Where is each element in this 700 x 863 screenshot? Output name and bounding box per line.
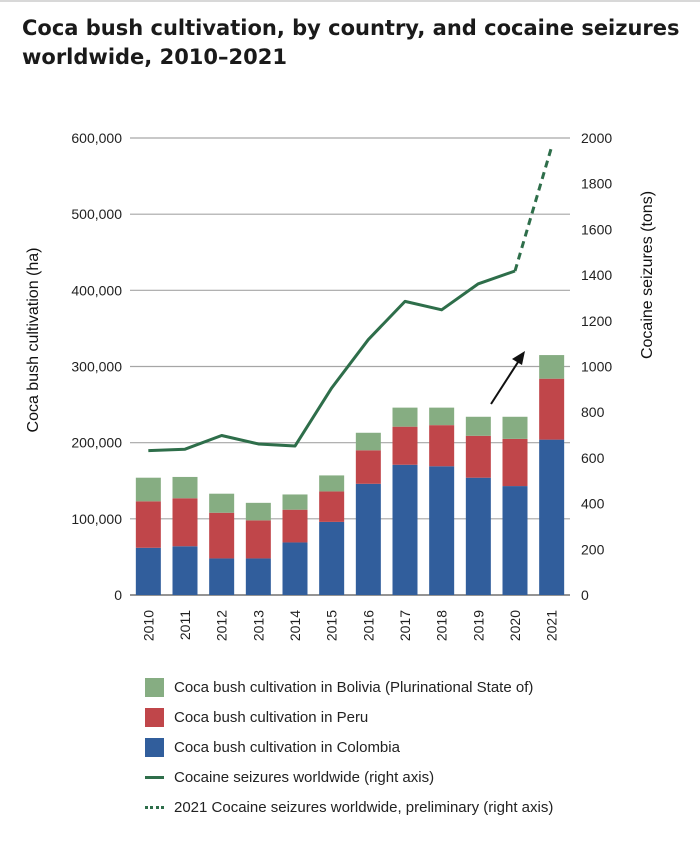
bar-bolivia xyxy=(245,502,271,521)
x-tick-label: 2015 xyxy=(324,610,340,641)
legend-label: 2021 Cocaine seizures worldwide, prelimi… xyxy=(174,798,554,816)
seizures-line xyxy=(148,269,516,453)
bar-peru xyxy=(502,438,528,487)
x-tick-label: 2010 xyxy=(140,610,156,641)
legend-label: Coca bush cultivation in Peru xyxy=(174,708,369,726)
bar-bolivia xyxy=(209,493,235,513)
bar-colombia xyxy=(465,477,491,595)
x-tick-label: 2019 xyxy=(470,610,486,641)
x-axis-ticks: 2010 2011 2012 2013 2014 2015 2016 2017 2018 2019… xyxy=(140,610,559,641)
left-tick-label: 500,000 xyxy=(71,206,122,222)
bar-colombia xyxy=(502,486,528,595)
x-tick-label: 2014 xyxy=(287,610,303,641)
bar-peru xyxy=(392,426,418,465)
bar-colombia xyxy=(429,466,455,595)
bar-bolivia xyxy=(135,477,161,502)
legend-line-swatch xyxy=(145,775,164,779)
left-axis-label: Coca bush cultivation (ha) xyxy=(25,248,42,433)
right-tick-label: 1400 xyxy=(581,267,612,283)
x-tick-label: 2016 xyxy=(360,610,376,641)
x-tick-label: 2021 xyxy=(544,610,560,641)
x-tick-label: 2020 xyxy=(507,610,523,641)
left-tick-label: 0 xyxy=(114,587,122,603)
bar-colombia xyxy=(245,558,271,595)
bar-peru xyxy=(539,378,565,440)
bar-peru xyxy=(135,501,161,548)
right-tick-label: 1800 xyxy=(581,176,612,192)
bar-peru xyxy=(319,491,345,522)
bar-peru xyxy=(465,435,491,478)
bar-peru xyxy=(245,520,271,559)
right-tick-label: 1000 xyxy=(581,359,612,375)
bar-colombia xyxy=(172,546,198,595)
left-tick-label: 200,000 xyxy=(71,435,122,451)
legend-swatch xyxy=(145,707,164,727)
x-tick-label: 2012 xyxy=(214,610,230,641)
seizures-preliminary-line xyxy=(513,146,554,272)
bar-colombia xyxy=(319,521,345,595)
bar-peru xyxy=(172,498,198,547)
legend-item: 2021 Cocaine seizures worldwide, prelimi… xyxy=(145,792,685,822)
bar-bolivia xyxy=(465,416,491,436)
x-tick-label: 2011 xyxy=(177,610,193,640)
bar-colombia xyxy=(539,439,565,595)
right-tick-label: 800 xyxy=(581,404,605,420)
bar-peru xyxy=(209,512,235,559)
left-axis-ticks: 0 100,000 200,000 300,000 400,000 500,000 600,… xyxy=(71,130,122,603)
bar-peru xyxy=(429,425,455,467)
right-tick-label: 400 xyxy=(581,496,605,512)
chart-title: Coca bush cultivation, by country, and c… xyxy=(22,16,680,69)
left-tick-label: 100,000 xyxy=(71,511,122,527)
bar-bolivia xyxy=(502,416,528,439)
legend-item: Cocaine seizures worldwide (right axis) xyxy=(145,762,685,792)
right-axis-ticks: 0 200 400 600 800 1000 1200 1400 1600 1800 2000 xyxy=(581,130,612,603)
legend-dotted-swatch xyxy=(145,805,164,809)
legend-swatch xyxy=(145,677,164,697)
bar-colombia xyxy=(209,558,235,595)
x-tick-label: 2013 xyxy=(250,610,266,641)
right-tick-label: 2000 xyxy=(581,130,612,146)
legend: Coca bush cultivation in Bolivia (Plurin… xyxy=(145,672,685,822)
bar-colombia xyxy=(135,547,161,595)
bar-peru xyxy=(355,450,381,484)
left-tick-label: 400,000 xyxy=(71,282,122,298)
right-tick-label: 600 xyxy=(581,450,605,466)
right-tick-label: 1200 xyxy=(581,313,612,329)
bar-bolivia xyxy=(392,407,418,427)
right-axis-label: Cocaine seizures (tons) xyxy=(639,191,656,359)
right-tick-label: 0 xyxy=(581,587,589,603)
bar-peru xyxy=(282,509,308,543)
top-rule xyxy=(0,0,700,2)
bar-bolivia xyxy=(429,407,455,426)
left-tick-label: 300,000 xyxy=(71,359,122,375)
legend-label: Coca bush cultivation in Bolivia (Plurin… xyxy=(174,678,534,696)
bar-bolivia xyxy=(539,355,565,379)
left-tick-label: 600,000 xyxy=(71,130,122,146)
legend-item: Coca bush cultivation in Colombia xyxy=(145,732,685,762)
trend-arrow-head xyxy=(512,351,525,365)
seizure-lines xyxy=(148,146,554,453)
x-tick-label: 2018 xyxy=(434,610,450,641)
legend-swatch xyxy=(145,737,164,757)
bar-bolivia xyxy=(355,432,381,451)
x-tick-label: 2017 xyxy=(397,610,413,641)
legend-item: Coca bush cultivation in Bolivia (Plurin… xyxy=(145,672,685,702)
legend-label: Cocaine seizures worldwide (right axis) xyxy=(174,768,435,786)
right-tick-label: 200 xyxy=(581,541,605,557)
right-tick-label: 1600 xyxy=(581,221,612,237)
bar-colombia xyxy=(392,464,418,595)
bar-bolivia xyxy=(282,494,308,510)
bar-bolivia xyxy=(172,476,198,499)
legend-label: Coca bush cultivation in Colombia xyxy=(174,738,400,756)
bar-bolivia xyxy=(319,475,345,492)
bar-colombia xyxy=(355,483,381,595)
stacked-bars xyxy=(135,355,565,595)
legend-item: Coca bush cultivation in Peru xyxy=(145,702,685,732)
chart-area: 0 100,000 200,000 300,000 400,000 500,000 600,… xyxy=(25,130,656,641)
trend-arrow xyxy=(490,358,521,405)
bar-colombia xyxy=(282,542,308,595)
